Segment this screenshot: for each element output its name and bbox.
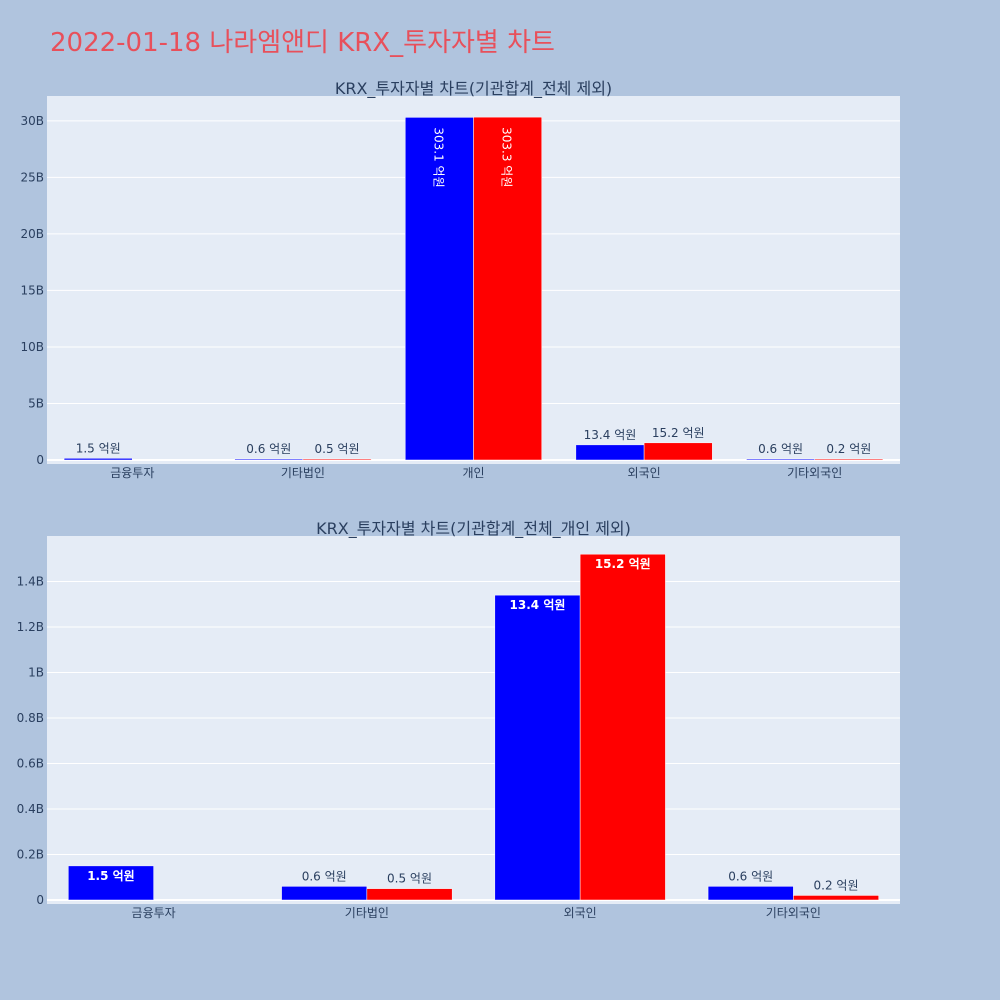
y-tick-label: 10B <box>20 340 44 354</box>
x-tick-label: 금융투자 <box>132 906 176 920</box>
data-label: 1.5 억원 <box>76 441 121 455</box>
y-tick-label: 0.6B <box>17 757 44 771</box>
x-tick-label: 기타법인 <box>345 906 389 920</box>
y-tick-label: 15B <box>20 283 44 297</box>
y-tick-label: 1.2B <box>17 620 44 634</box>
x-tick-label: 외국인 <box>628 466 661 480</box>
data-label: 0.5 억원 <box>387 872 432 886</box>
data-label: 0.2 억원 <box>814 878 859 892</box>
x-tick-label: 금융투자 <box>110 466 154 480</box>
x-tick-label: 외국인 <box>564 906 597 920</box>
data-label: 0.6 억원 <box>728 869 773 883</box>
y-tick-label: 1.4B <box>17 575 44 589</box>
bar <box>68 865 154 901</box>
data-label: 303.3 억원 <box>500 127 514 187</box>
y-tick-label: 0 <box>36 453 44 467</box>
data-label: 0.6 억원 <box>302 869 347 883</box>
y-tick-label: 0 <box>36 893 44 907</box>
bar <box>746 458 815 461</box>
data-label: 15.2 억원 <box>652 426 705 440</box>
y-tick-label: 0.4B <box>17 802 44 816</box>
y-tick-label: 1B <box>28 666 44 680</box>
data-label: 303.1 억원 <box>431 127 445 187</box>
bar <box>281 886 368 901</box>
y-tick-label: 20B <box>20 227 44 241</box>
bar <box>366 888 453 901</box>
chart-title: KRX_투자자별 차트(기관합계_전체_개인 제외) <box>316 519 631 539</box>
bar <box>302 458 372 461</box>
plot-background <box>47 536 900 904</box>
y-tick-label: 0.8B <box>17 711 44 725</box>
data-label: 0.6 억원 <box>758 442 803 456</box>
bar <box>473 116 542 461</box>
y-tick-label: 30B <box>20 114 44 128</box>
bar <box>579 553 666 901</box>
bar <box>707 886 794 901</box>
bar <box>494 594 581 901</box>
data-label: 15.2 억원 <box>595 557 651 571</box>
y-tick-label: 0.2B <box>17 848 44 862</box>
y-tick-label: 5B <box>28 396 44 410</box>
bar <box>643 442 713 461</box>
data-label: 0.6 억원 <box>246 442 291 456</box>
chart-title: KRX_투자자별 차트(기관합계_전체 제외) <box>335 79 612 99</box>
bar <box>814 458 884 461</box>
y-tick-label: 25B <box>20 170 44 184</box>
page-title: 2022-01-18 나라엠앤디 KRX_투자자별 차트 <box>50 28 555 58</box>
bar <box>575 444 645 461</box>
data-label: 0.2 억원 <box>826 442 871 456</box>
bar <box>234 458 304 461</box>
data-label: 13.4 억원 <box>510 598 566 612</box>
x-tick-label: 기타외국인 <box>766 906 821 920</box>
bar <box>405 117 474 461</box>
data-label: 13.4 억원 <box>584 428 637 442</box>
x-tick-label: 개인 <box>462 466 484 480</box>
data-label: 0.5 억원 <box>315 442 360 456</box>
data-label: 1.5 억원 <box>87 869 135 883</box>
bar <box>793 895 879 901</box>
bar <box>63 458 133 461</box>
x-tick-label: 기타법인 <box>281 466 325 480</box>
x-tick-label: 기타외국인 <box>787 466 842 480</box>
